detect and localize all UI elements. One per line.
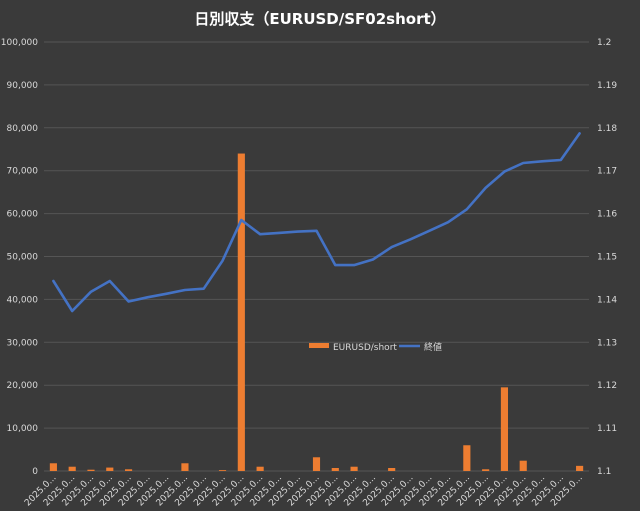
left-tick-label: 10,000 bbox=[7, 424, 39, 434]
left-tick-label: 70,000 bbox=[7, 167, 39, 177]
left-tick-label: 100,000 bbox=[1, 38, 38, 48]
right-tick-label: 1.19 bbox=[597, 81, 617, 91]
bar bbox=[237, 153, 245, 472]
left-tick-label: 40,000 bbox=[7, 295, 39, 305]
right-tick-label: 1.2 bbox=[597, 38, 611, 48]
left-tick-label: 0 bbox=[32, 467, 38, 477]
bar-series bbox=[49, 153, 584, 472]
bar bbox=[218, 470, 227, 471]
legend-label-bar: EURUSD/short bbox=[333, 343, 397, 353]
left-tick-label: 20,000 bbox=[7, 381, 39, 391]
left-axis-ticks: 0 10,000 20,000 30,000 40,000 50,000 60,000 70,… bbox=[1, 38, 38, 477]
right-tick-label: 1.12 bbox=[597, 381, 617, 391]
left-tick-label: 90,000 bbox=[7, 81, 39, 91]
bar bbox=[350, 466, 358, 471]
right-tick-label: 1.15 bbox=[597, 253, 617, 263]
left-tick-label: 80,000 bbox=[7, 124, 39, 134]
bar bbox=[312, 457, 321, 471]
left-tick-label: 30,000 bbox=[7, 338, 39, 348]
right-tick-label: 1.17 bbox=[597, 167, 617, 177]
right-tick-label: 1.18 bbox=[597, 124, 617, 134]
legend-swatch-bar bbox=[309, 343, 329, 348]
bar bbox=[331, 467, 339, 471]
right-tick-label: 1.14 bbox=[597, 295, 617, 305]
x-axis-ticks: 2025.0...2025.0...2025.0...2025.0...2025… bbox=[23, 473, 585, 508]
left-tick-label: 50,000 bbox=[7, 253, 39, 263]
chart-title: 日別収支（EURUSD/SF02short） bbox=[194, 10, 445, 28]
close-price-line bbox=[52, 132, 581, 313]
bar bbox=[124, 469, 133, 471]
bar bbox=[256, 466, 264, 471]
bar bbox=[576, 465, 584, 471]
bar bbox=[463, 445, 471, 471]
bar bbox=[87, 469, 95, 471]
bar bbox=[49, 463, 57, 471]
bar bbox=[519, 460, 527, 471]
right-tick-label: 1.1 bbox=[597, 467, 611, 477]
right-axis-ticks: 1.1 1.11 1.12 1.13 1.14 1.15 1.16 1.17 1.18 1.19 1… bbox=[597, 38, 617, 477]
bar bbox=[106, 467, 114, 471]
bar bbox=[482, 469, 490, 471]
legend-label-line: 終値 bbox=[424, 341, 442, 353]
right-tick-label: 1.16 bbox=[597, 210, 617, 220]
bar bbox=[388, 467, 396, 471]
right-tick-label: 1.11 bbox=[597, 424, 617, 434]
gridlines bbox=[44, 41, 589, 472]
legend: EURUSD/short 終値 bbox=[309, 341, 442, 353]
bar bbox=[181, 463, 189, 471]
bar bbox=[500, 387, 509, 471]
bar bbox=[68, 466, 76, 471]
left-tick-label: 60,000 bbox=[7, 210, 39, 220]
line-series bbox=[52, 132, 581, 313]
right-tick-label: 1.13 bbox=[597, 338, 617, 348]
